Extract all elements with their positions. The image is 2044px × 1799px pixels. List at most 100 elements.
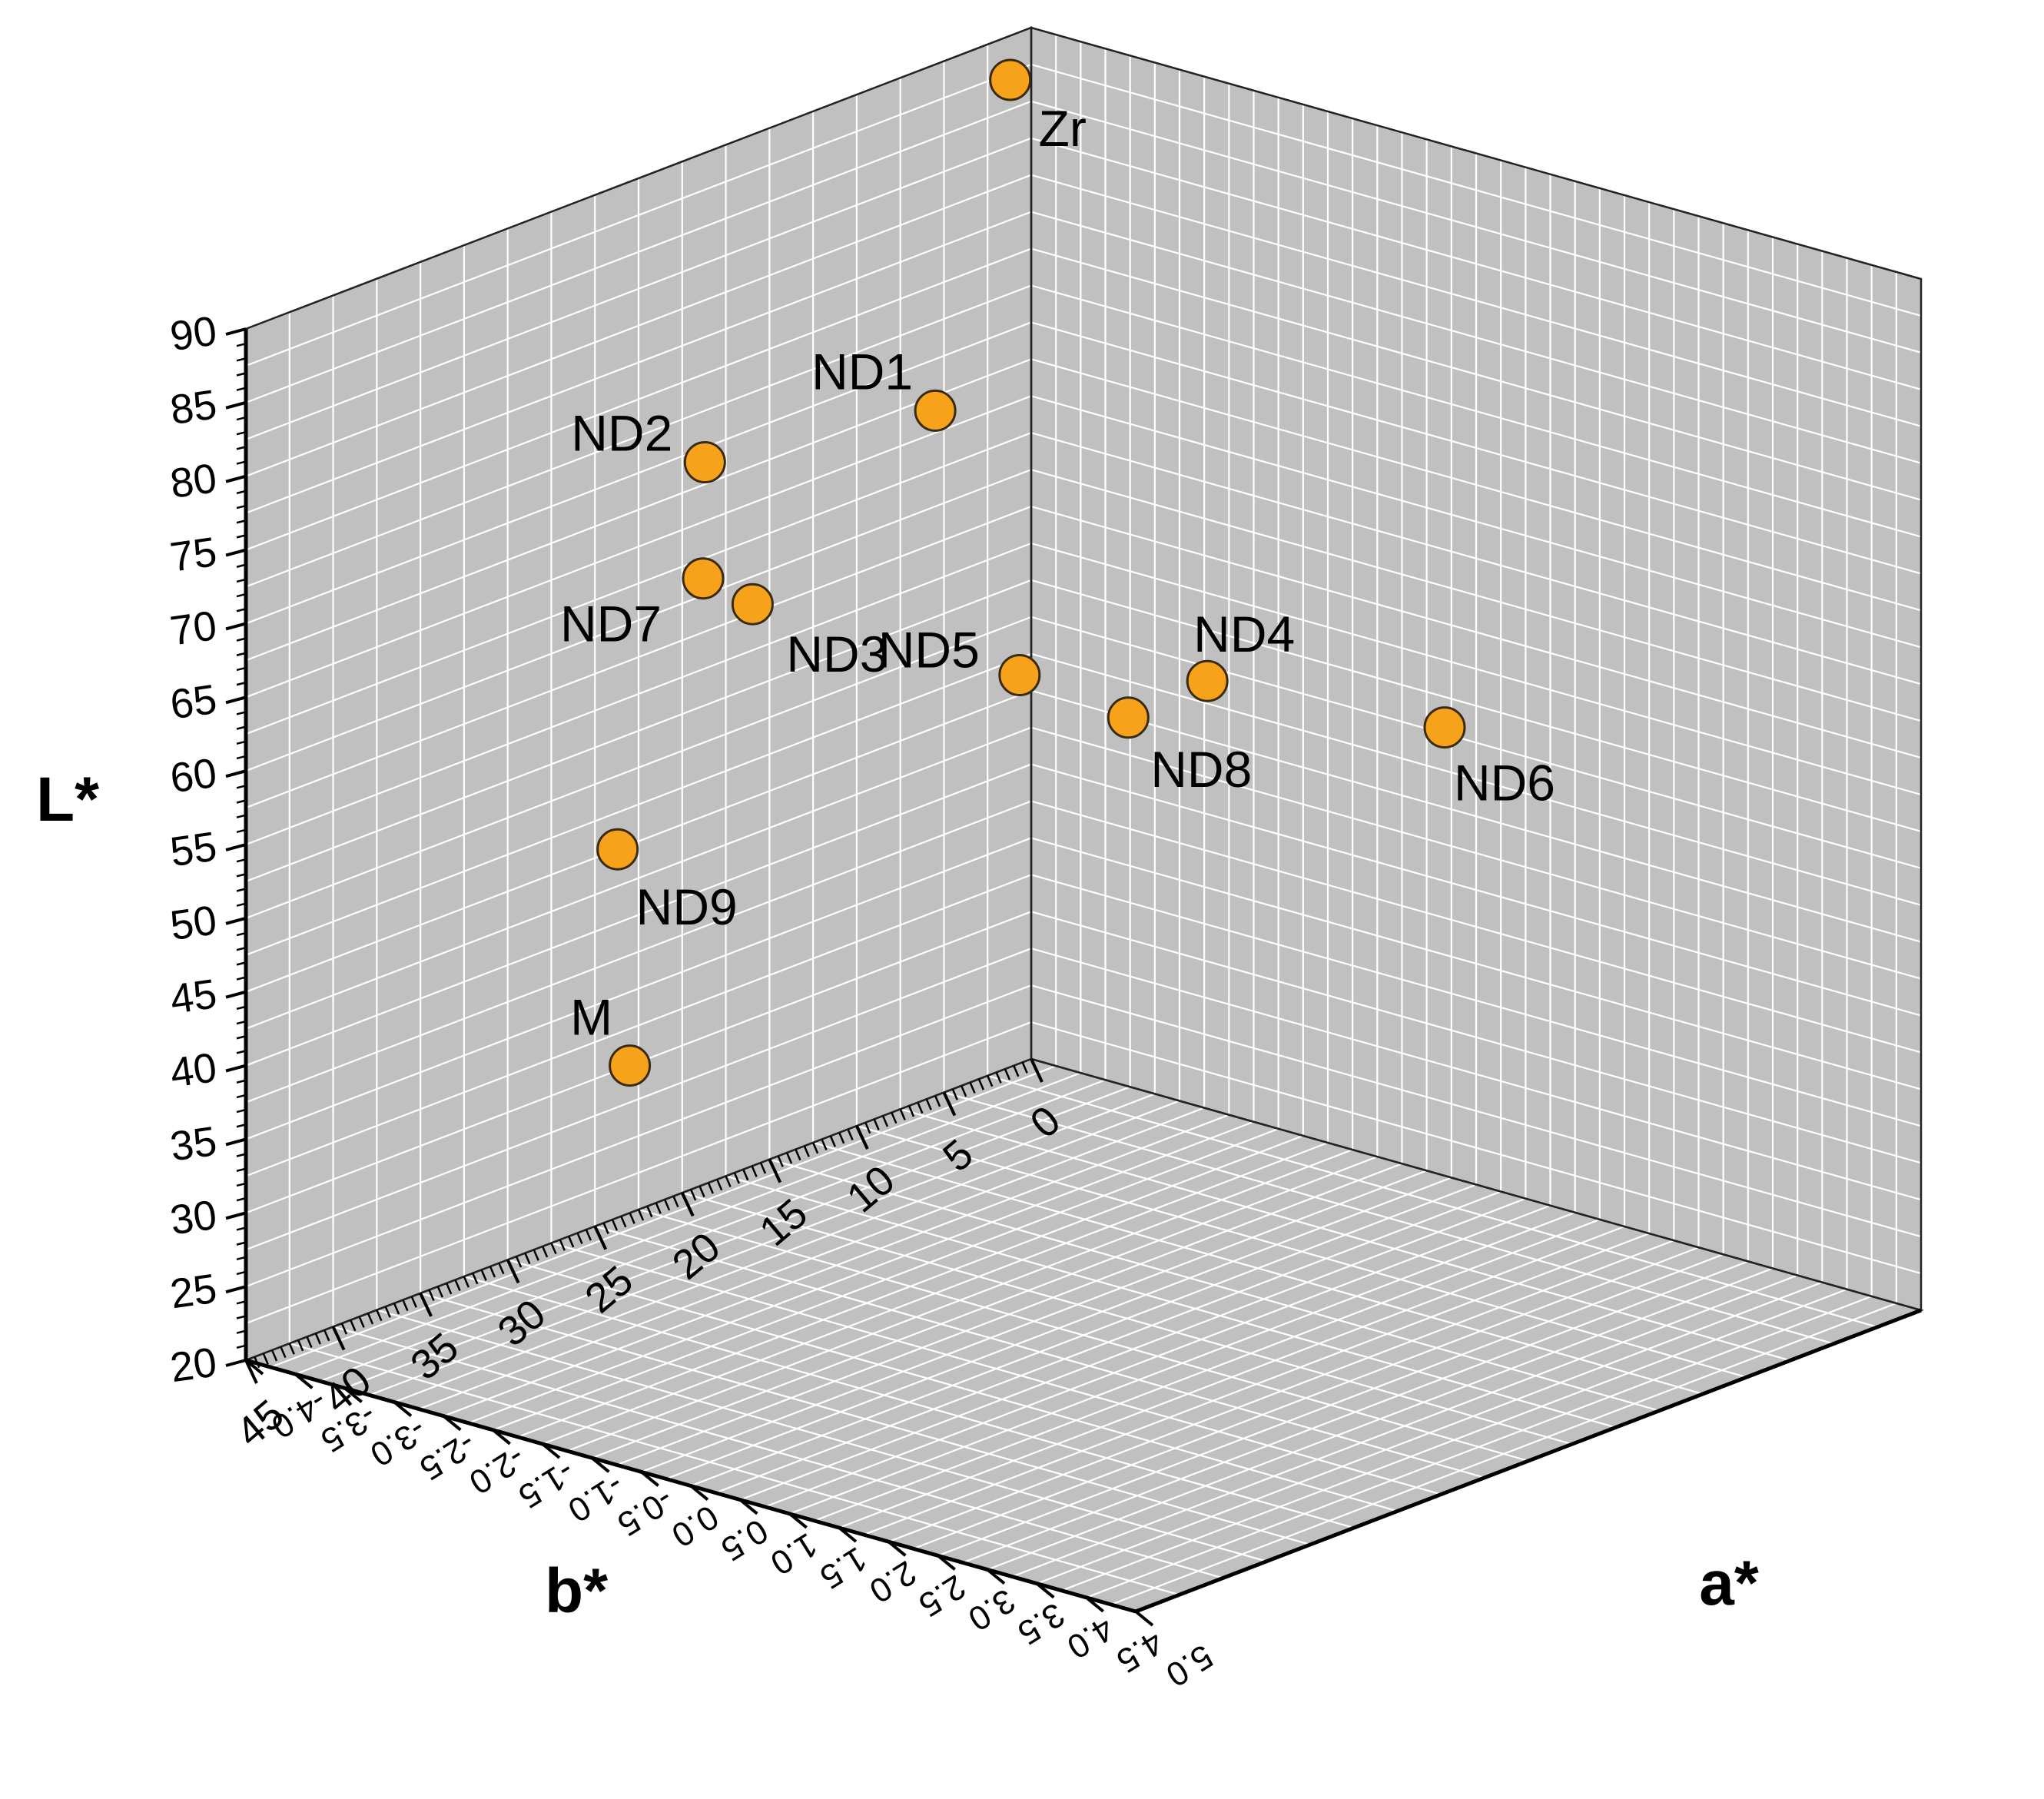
b-axis-minor-tick [908, 1105, 915, 1117]
b-axis-minor-tick [1030, 1058, 1037, 1070]
b-axis-minor-tick [777, 1155, 784, 1167]
data-point-nd5 [998, 654, 1041, 696]
a-axis-tick [689, 1484, 709, 1502]
l-axis-minor-tick [236, 430, 247, 436]
l-axis-minor-tick [236, 592, 247, 598]
a-axis-tick-label: 5.0 [1160, 1637, 1219, 1694]
grid-line-floor-a [987, 1267, 1774, 1571]
l-axis-minor-tick [236, 357, 247, 362]
l-axis-minor-tick [236, 799, 247, 804]
b-axis-minor-tick [873, 1118, 880, 1130]
grid-line-floor-a [814, 1218, 1601, 1522]
b-axis-minor-tick [463, 1276, 470, 1288]
l-axis-minor-tick [236, 976, 247, 981]
data-label-nd4: ND4 [1193, 606, 1295, 662]
l-axis-minor-tick [236, 1153, 247, 1157]
b-axis-minor-tick [803, 1145, 810, 1157]
b-axis-minor-tick [785, 1152, 793, 1164]
b-axis-minor-tick [681, 1192, 688, 1204]
b-axis-minor-tick [436, 1286, 443, 1298]
b-axis-minor-tick [655, 1202, 662, 1214]
a-axis-line [1135, 1308, 1922, 1614]
l-axis-minor-tick [236, 666, 247, 672]
l-axis-label: L* [36, 765, 99, 835]
b-axis-minor-tick [376, 1309, 383, 1322]
l-axis-minor-tick [236, 475, 247, 480]
l-axis-minor-tick [236, 843, 247, 848]
l-axis-minor-tick [236, 755, 247, 760]
b-axis-minor-tick [568, 1236, 575, 1248]
b-axis-minor-tick [934, 1095, 941, 1107]
a-axis-tick-label: 4.0 [1060, 1609, 1120, 1666]
b-axis-label: b* [545, 1556, 608, 1626]
l-axis-minor-tick [236, 446, 247, 450]
l-axis-minor-tick [236, 504, 247, 509]
l-axis-tick-label: 45 [168, 971, 220, 1023]
b-axis-minor-tick [446, 1283, 453, 1295]
b-axis-minor-tick [917, 1102, 924, 1114]
b-axis-minor-tick [995, 1071, 1002, 1084]
l-axis-minor-tick [236, 1300, 247, 1305]
l-axis-minor-tick [236, 608, 247, 612]
data-point-zr [989, 58, 1032, 101]
b-axis-minor-tick [689, 1189, 697, 1201]
b-axis-minor-tick [498, 1263, 505, 1275]
b-axis-minor-tick [759, 1162, 767, 1174]
grid-line-floor-a [294, 1072, 1081, 1376]
b-axis-minor-tick [637, 1209, 645, 1221]
l-axis-minor-tick [236, 946, 247, 951]
a-axis-tick [343, 1386, 363, 1403]
l-axis-minor-tick [236, 1182, 247, 1187]
l-axis-minor-tick [236, 769, 247, 775]
grid-line-floor-a [1011, 1274, 1798, 1578]
b-axis-minor-tick [716, 1179, 723, 1191]
l-axis-minor-tick [236, 387, 247, 391]
chart-axis-labels: L* b* a* [36, 765, 1759, 1626]
data-point-nd7 [682, 557, 725, 600]
b-axis-minor-tick [402, 1299, 409, 1312]
grid-line-floor-a [962, 1260, 1749, 1564]
b-axis-minor-tick [262, 1353, 269, 1365]
l-axis-tick-label: 40 [168, 1044, 220, 1097]
b-axis-minor-tick [1004, 1068, 1011, 1080]
b-axis-minor-tick [559, 1239, 566, 1251]
b-axis-minor-tick [314, 1333, 321, 1345]
l-axis-minor-tick [236, 785, 247, 789]
grid-line-floor-a [393, 1100, 1180, 1403]
b-axis-minor-tick [646, 1206, 653, 1218]
l-axis-minor-tick [236, 814, 247, 818]
l-axis-minor-tick [236, 1329, 247, 1334]
l-axis-minor-tick [236, 725, 247, 730]
b-axis-minor-tick [698, 1186, 705, 1198]
b-axis-minor-tick [515, 1256, 523, 1268]
l-axis-minor-tick [236, 961, 247, 966]
grid-line-floor-a [468, 1120, 1254, 1424]
b-axis-minor-tick [629, 1212, 635, 1224]
a-axis-tick-label: 3.0 [961, 1582, 1021, 1638]
l-axis-minor-tick [236, 711, 247, 715]
b-axis-minor-tick [891, 1112, 898, 1124]
a-axis-tick [492, 1429, 511, 1446]
grid-line-floor-a [591, 1156, 1378, 1459]
grid-line-floor-a [715, 1190, 1501, 1494]
l-axis-tick-label: 85 [168, 381, 220, 433]
l-axis-minor-tick [236, 342, 247, 347]
a-axis-tick [986, 1568, 1006, 1585]
data-label-nd2: ND2 [571, 405, 672, 462]
b-axis-minor-tick [899, 1108, 906, 1120]
b-axis-minor-tick [829, 1135, 836, 1147]
b-axis-minor-tick [270, 1349, 278, 1362]
l-axis-minor-tick [236, 902, 247, 907]
l-axis-minor-tick [236, 1212, 247, 1216]
a-axis-tick [739, 1499, 758, 1515]
a-axis-tick [937, 1554, 956, 1571]
grid-line-floor-a [838, 1225, 1625, 1529]
b-axis-minor-tick [881, 1115, 889, 1127]
l-axis-minor-tick [236, 401, 247, 407]
l-axis-minor-tick [236, 1108, 247, 1114]
b-axis-minor-tick [419, 1293, 426, 1305]
b-axis-minor-tick [707, 1182, 714, 1194]
l-axis-minor-tick [236, 1241, 247, 1246]
b-axis-minor-tick [987, 1075, 994, 1087]
b-axis-minor-tick [811, 1142, 819, 1154]
